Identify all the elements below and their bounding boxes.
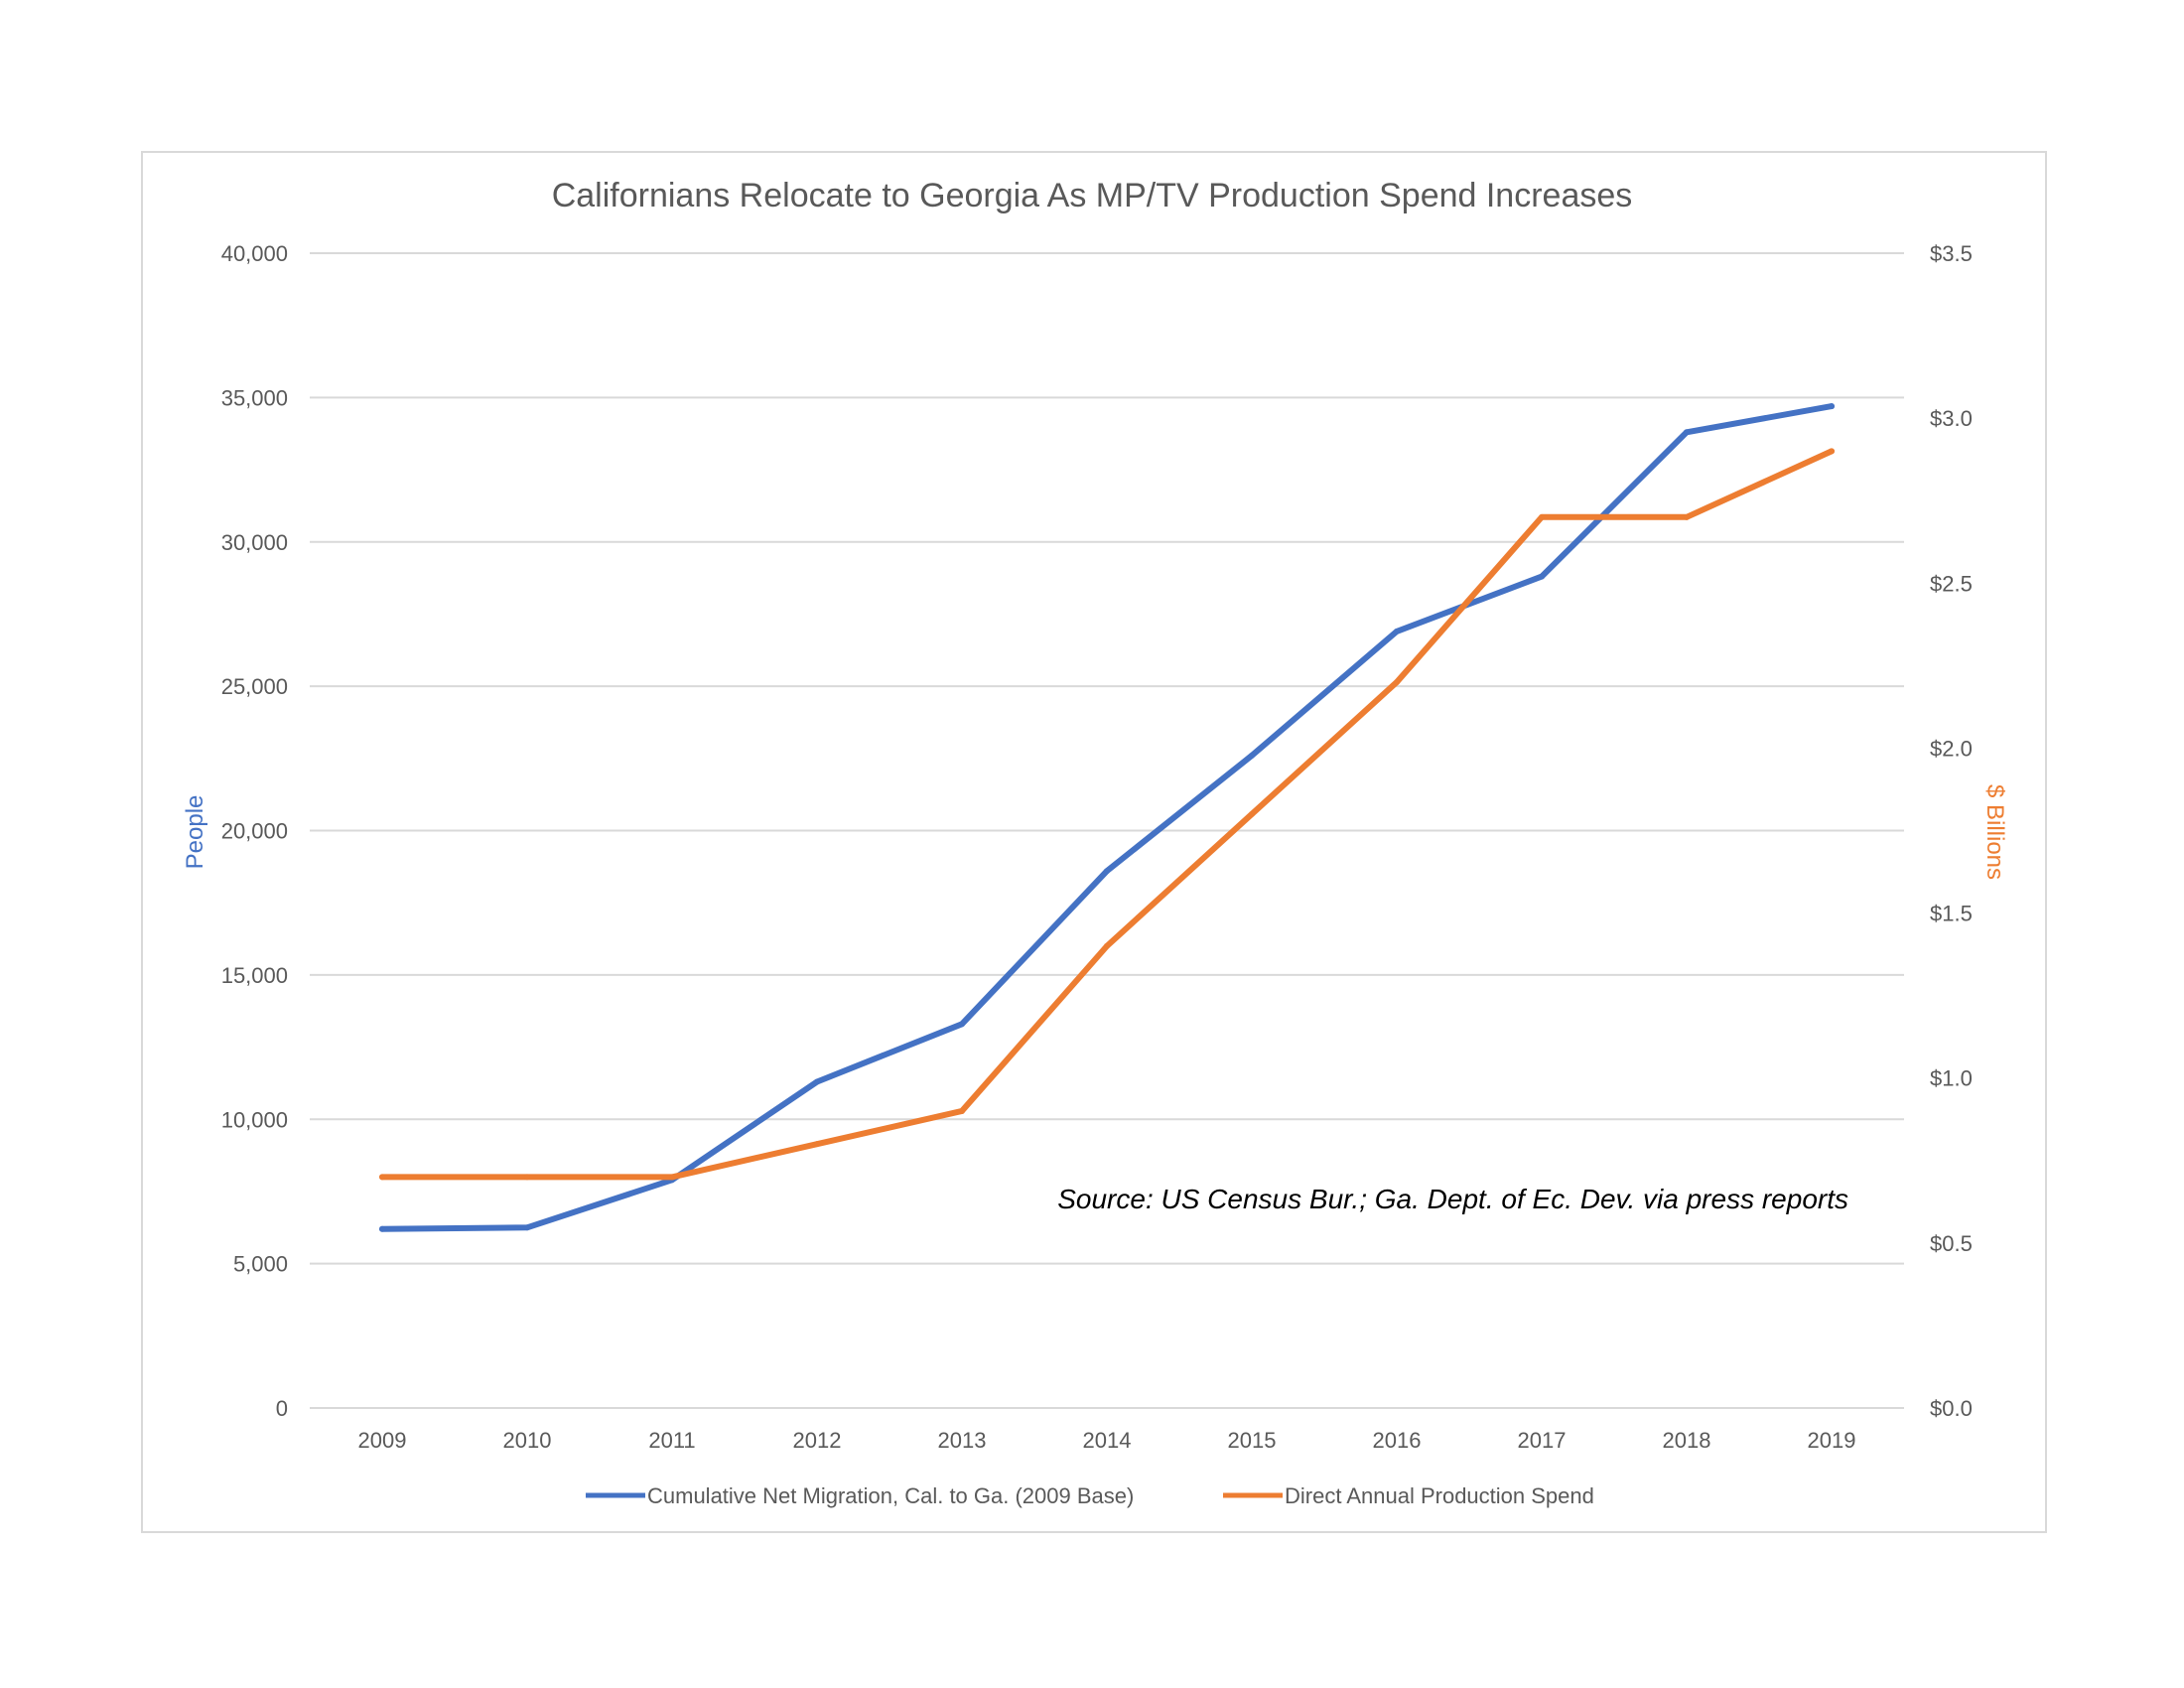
series-line-spend [379,448,1835,1181]
migration-point [1249,752,1255,759]
right-tick-label: $1.0 [1930,1066,1973,1091]
left-axis-label: People [182,795,208,870]
right-tick-label: $1.5 [1930,902,1973,926]
right-tick-label: $2.0 [1930,736,1973,761]
right-tick-label: $3.5 [1930,241,1973,266]
x-tick-label: 2016 [1373,1428,1422,1453]
spend-point [1104,942,1110,949]
legend: Cumulative Net Migration, Cal. to Ga. (2… [586,1483,1594,1508]
left-tick-label: 30,000 [221,530,288,555]
right-tick-label: $3.0 [1930,406,1973,431]
migration-point [959,1021,965,1028]
spend-point [1684,513,1690,520]
x-tick-label: 2014 [1083,1428,1132,1453]
migration-point [524,1224,530,1231]
x-tick-label: 2015 [1228,1428,1277,1453]
migration-point [1684,429,1690,436]
spend-point [669,1174,675,1181]
x-tick-label: 2011 [648,1428,695,1453]
x-tick-label: 2018 [1663,1428,1711,1453]
left-tick-label: 5,000 [233,1252,288,1277]
right-tick-label: $2.5 [1930,571,1973,596]
right-axis-ticks: $0.0 $0.5 $1.0 $1.5 $2.0 $2.5 $3.0 $3.5 [1930,241,1973,1421]
migration-point [1539,573,1545,580]
left-tick-label: 25,000 [221,674,288,699]
spend-point [814,1141,820,1148]
series-line-migration [379,403,1835,1232]
spend-point [379,1174,385,1181]
right-tick-label: $0.5 [1930,1231,1973,1256]
left-tick-label: 40,000 [221,241,288,266]
spend-point [1249,810,1255,817]
spend-point [1394,678,1400,685]
source-annotation: Source: US Census Bur.; Ga. Dept. of Ec.… [1057,1184,1848,1214]
legend-label-spend: Direct Annual Production Spend [1285,1483,1594,1508]
migration-point [814,1078,820,1085]
series-layer [379,403,1835,1232]
x-tick-label: 2009 [358,1428,407,1453]
left-tick-label: 35,000 [221,385,288,410]
left-axis-ticks: 0 5,000 10,000 15,000 20,000 25,000 30,000 35,0… [221,241,288,1421]
left-tick-label: 20,000 [221,819,288,844]
legend-label-migration: Cumulative Net Migration, Cal. to Ga. (2… [647,1483,1134,1508]
migration-point [1104,868,1110,875]
spend-point [959,1107,965,1114]
left-tick-label: 15,000 [221,963,288,988]
right-axis-label: $ Billions [1981,784,2008,880]
gridlines [310,252,1904,1409]
x-tick-label: 2010 [503,1428,552,1453]
x-tick-label: 2017 [1518,1428,1567,1453]
migration-point [379,1225,385,1232]
migration-point [1829,403,1835,410]
spend-point [524,1174,530,1181]
right-tick-label: $0.0 [1930,1396,1973,1421]
migration-point [1394,628,1400,634]
spend-point [1539,513,1545,520]
x-axis-ticks: 2009 2010 2011 2012 2013 2014 2015 2016 2017 2018… [358,1428,1856,1453]
chart-frame [141,151,2047,1533]
x-tick-label: 2012 [793,1428,842,1453]
left-tick-label: 10,000 [221,1107,288,1132]
spend-point [1829,448,1835,455]
x-tick-label: 2019 [1808,1428,1856,1453]
x-tick-label: 2013 [938,1428,987,1453]
left-tick-label: 0 [276,1396,288,1421]
chart-title: Californians Relocate to Georgia As MP/T… [552,177,1633,214]
